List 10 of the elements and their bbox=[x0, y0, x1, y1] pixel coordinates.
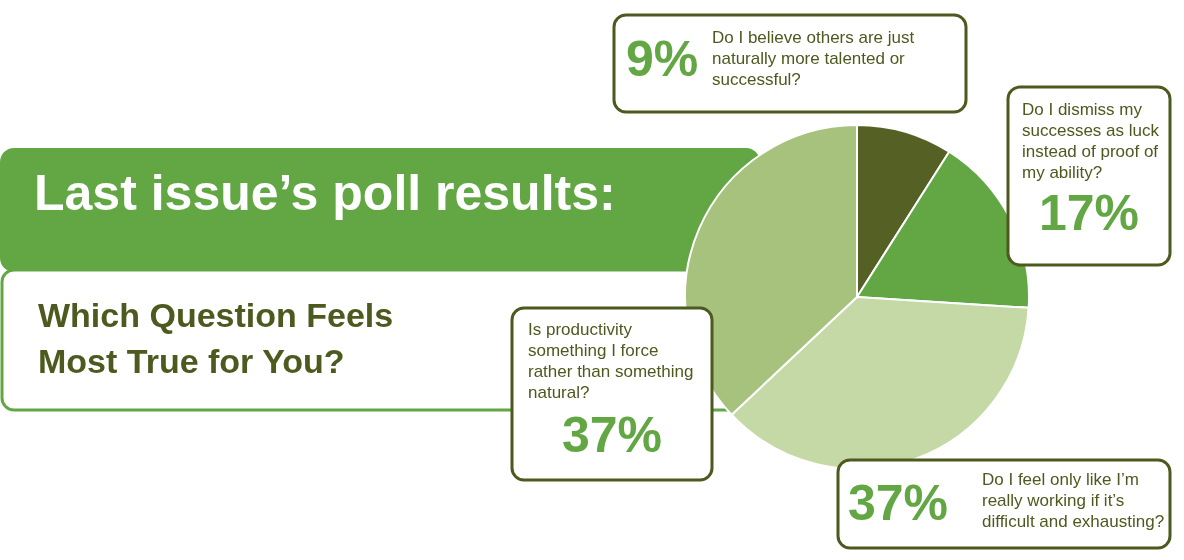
slice-label: Do I dismiss my successes as luck instead of proof of my ability? bbox=[1022, 100, 1160, 182]
text: Which Question Feels Most True for You? bbox=[38, 296, 394, 380]
data-label: 9% bbox=[626, 31, 699, 87]
slice-label: Do I believe others are just naturally more talented or successful? bbox=[712, 28, 915, 89]
text: Last issue’s poll results: bbox=[34, 165, 616, 221]
data-label: 37% bbox=[848, 475, 949, 531]
data-label: 17% bbox=[1038, 185, 1140, 241]
slice-label: Is productivity something I force rather than something natural? bbox=[528, 320, 694, 402]
slice-label: Do I feel only like I’m really working if it’s difficult and exhausting? bbox=[982, 470, 1165, 531]
data-label: 37% bbox=[561, 407, 663, 463]
